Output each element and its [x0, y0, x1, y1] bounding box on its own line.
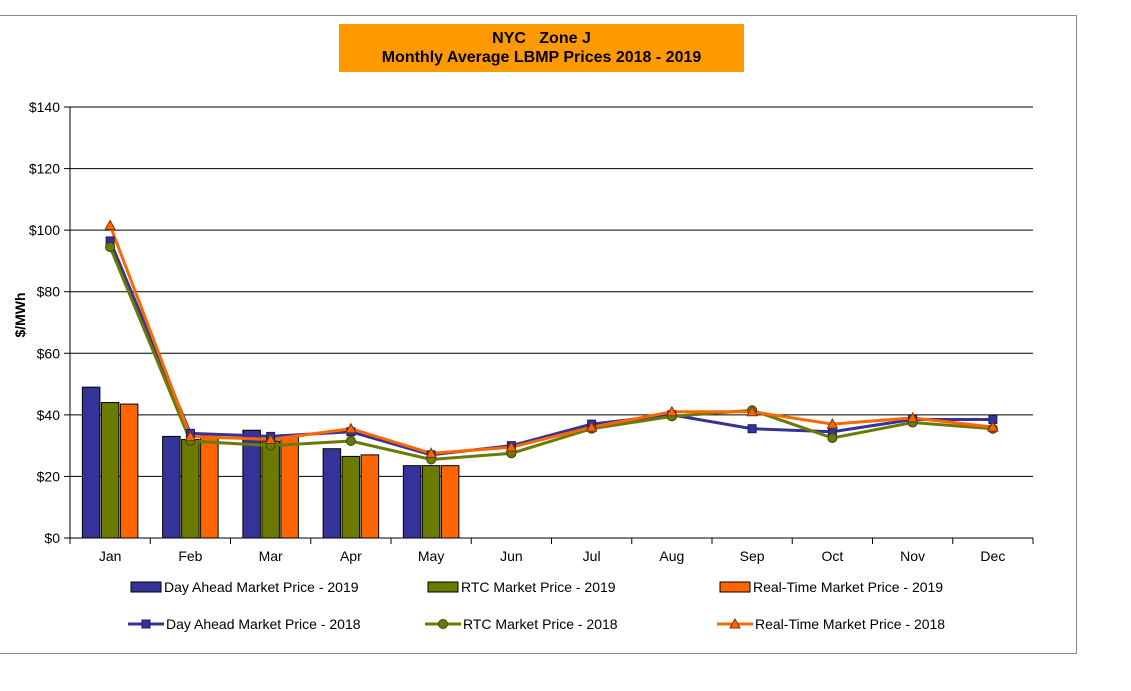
bar — [261, 440, 280, 539]
y-tick-label: $100 — [29, 222, 60, 238]
bar — [440, 465, 460, 539]
data-point — [746, 405, 758, 417]
bar — [360, 454, 380, 539]
data-point — [505, 441, 518, 452]
chart-title-line2: Monthly Average LBMP Prices 2018 - 2019 — [381, 49, 702, 66]
bar — [322, 448, 342, 539]
chart-frame — [0, 15, 1077, 654]
data-point — [826, 418, 839, 429]
bar — [242, 429, 261, 539]
x-tick-label: Mar — [259, 548, 283, 564]
data-point — [141, 619, 151, 629]
legend-label: Day Ahead Market Price - 2019 — [164, 579, 359, 595]
y-tick-label: $140 — [29, 99, 60, 115]
legend-swatch — [130, 581, 162, 593]
data-point — [827, 432, 838, 443]
data-point — [184, 430, 197, 441]
y-tick-label: $0 — [44, 530, 60, 546]
data-point — [345, 436, 356, 447]
y-tick-label: $80 — [37, 284, 61, 300]
data-point — [345, 422, 357, 434]
bar — [119, 403, 139, 539]
data-point — [264, 433, 277, 444]
bar — [341, 455, 361, 539]
data-point — [747, 424, 757, 434]
axes: $0 $20 $40 $60 $80 $100 $120 $140 Jan Feb Mar Apr Ma… — [29, 99, 1034, 564]
x-tick-label: Oct — [821, 548, 843, 564]
legend[interactable]: Day Ahead Market Price - 2019 RTC Market … — [128, 579, 945, 632]
bar — [421, 465, 441, 539]
legend-swatch — [719, 581, 751, 593]
legend-swatch — [427, 581, 459, 593]
bar — [280, 434, 299, 539]
y-tick-label: $40 — [37, 407, 61, 423]
bar — [200, 434, 219, 539]
bar — [100, 402, 120, 539]
data-point — [438, 619, 448, 629]
data-point — [666, 405, 678, 417]
data-point — [425, 447, 437, 458]
data-point — [906, 411, 919, 423]
x-tick-label: Apr — [340, 548, 362, 564]
data-point — [585, 421, 598, 432]
bar — [181, 438, 200, 539]
chart-title: NYC Zone J Monthly Average LBMP Prices 2… — [339, 24, 744, 72]
legend-label: Real-Time Market Price - 2019 — [753, 579, 943, 595]
data-point — [105, 242, 116, 253]
y-tick-label: $120 — [29, 161, 60, 177]
x-tick-label: Feb — [178, 548, 202, 564]
x-tick-label: May — [418, 548, 444, 564]
x-tick-label: Jul — [583, 548, 601, 564]
bar — [402, 465, 422, 539]
y-tick-label: $60 — [37, 345, 61, 361]
x-tick-label: Dec — [980, 548, 1005, 564]
bar-series-layer — [81, 386, 460, 539]
data-point — [987, 421, 999, 432]
x-tick-label: Aug — [659, 548, 684, 564]
legend-label: RTC Market Price - 2019 — [461, 579, 616, 595]
x-tick-label: Jun — [500, 548, 523, 564]
bar — [162, 435, 181, 539]
data-point — [729, 617, 741, 629]
chart-title-line1: NYC Zone J — [492, 30, 591, 47]
y-tick-label: $20 — [37, 468, 61, 484]
y-axis-title: $/MWh — [12, 292, 28, 337]
line-series-layer — [104, 219, 999, 465]
series-line — [108, 240, 993, 457]
series-line — [108, 224, 994, 455]
legend-label: Real-Time Market Price - 2018 — [755, 616, 945, 632]
x-tick-label: Nov — [900, 548, 925, 564]
legend-label: RTC Market Price - 2018 — [463, 616, 618, 632]
x-tick-label: Sep — [740, 548, 765, 564]
data-point — [104, 219, 116, 231]
legend-label: Day Ahead Market Price - 2018 — [166, 616, 361, 632]
x-tick-label: Jan — [99, 548, 122, 564]
bar — [81, 386, 101, 539]
series-line — [108, 246, 993, 462]
